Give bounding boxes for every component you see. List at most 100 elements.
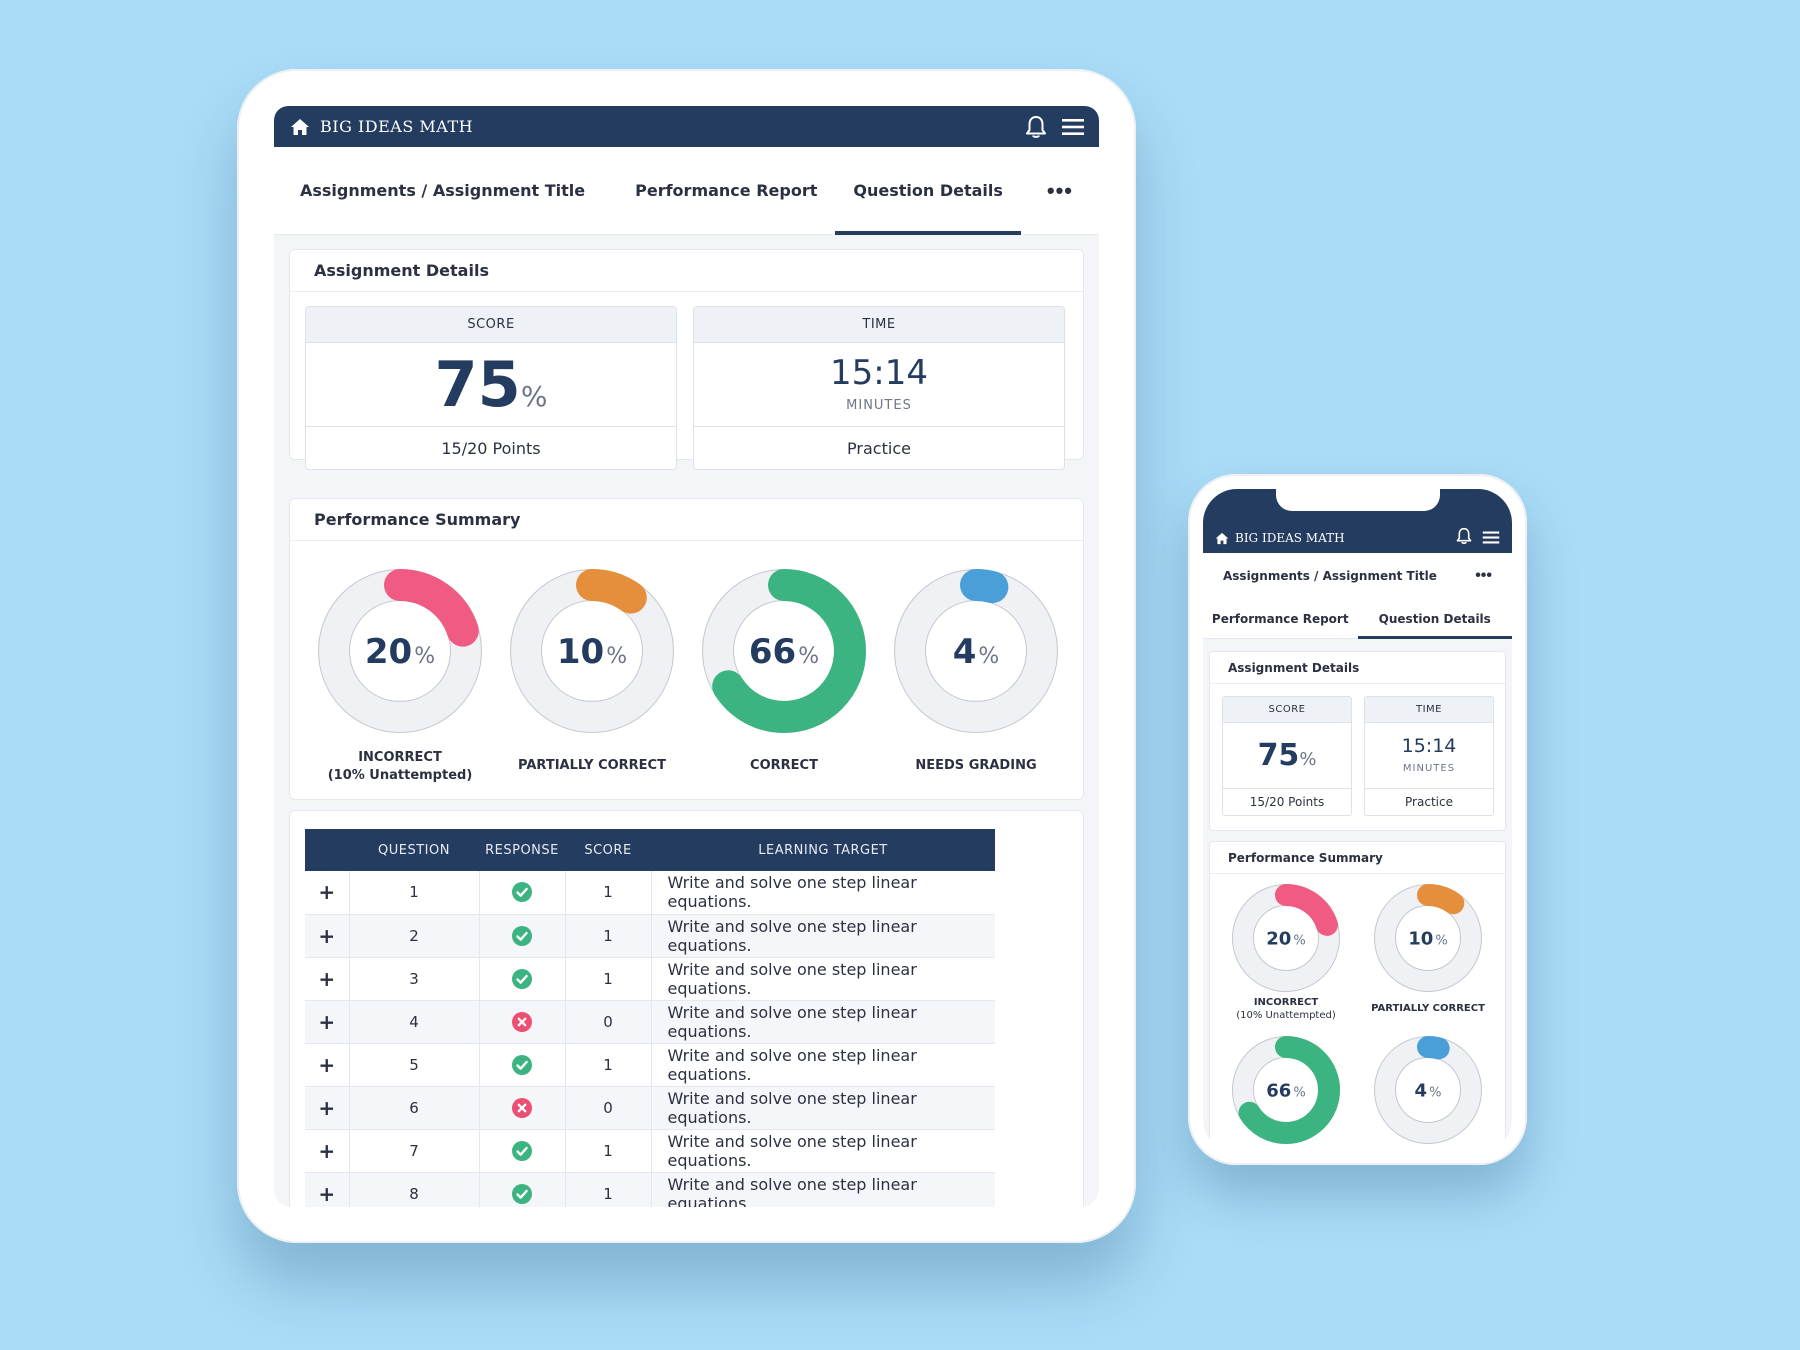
question-table: QUESTION RESPONSE SCORE LEARNING TARGET … [305,829,995,1207]
phone-score-card: SCORE 75 % 15/20 Points [1222,696,1352,816]
phone-donut-value-3: 4% [1415,1080,1442,1101]
phone-summary-label-0: INCORRECT [1253,997,1319,1008]
expand-row-button[interactable]: + [305,957,350,1001]
tab-performance-report[interactable]: Performance Report [635,181,818,200]
menu-button[interactable] [1061,117,1085,137]
summary-label-1: PARTIALLY CORRECT [518,758,666,773]
phone-assignment-details-panel: Assignment Details SCORE 75 % 15/20 Poin… [1209,651,1506,831]
phone-score-value: 75 [1257,738,1300,773]
expand-row-button[interactable]: + [305,1086,350,1130]
phone-summary-item-0: 20% INCORRECT (10% Unattempted) [1221,884,1351,1022]
response-status [479,1086,566,1130]
time-card: TIME 15:14 MINUTES Practice [693,306,1065,470]
nav-bar: Assignments / Assignment Title Performan… [274,147,1099,235]
bell-icon [1456,527,1472,544]
notifications-button[interactable] [1025,115,1047,139]
question-number: 7 [349,1129,480,1173]
question-number: 6 [349,1086,480,1130]
learning-target: Write and solve one step linear equation… [651,957,995,1001]
expand-row-button[interactable]: + [305,871,350,915]
learning-target: Write and solve one step linear equation… [651,1129,995,1173]
expand-column-header [305,829,349,871]
summary-item-0: 20% INCORRECT (10% Unattempted) [310,569,490,785]
menu-icon [1482,531,1500,544]
home-icon [1215,532,1229,544]
phone-performance-summary-title: Performance Summary [1210,842,1505,874]
top-bar: BIG IDEAS MATH [274,106,1099,147]
table-row[interactable]: +1 1 Write and solve one step linear equat… [305,871,995,915]
summary-label-3: NEEDS GRADING [915,758,1037,773]
expand-row-button[interactable]: + [305,1043,350,1087]
table-row[interactable]: +3 1 Write and solve one step linear equat… [305,957,995,1001]
phone-tab-question-details[interactable]: Question Details [1357,599,1513,639]
donut-1: 10% [510,569,674,733]
response-column-header: RESPONSE [479,829,565,871]
response-status [479,871,566,915]
phone-time-header: TIME [1365,697,1493,723]
response-status [479,957,566,1001]
summary-item-2: 66% CORRECT [694,569,874,775]
question-score: 1 [565,871,652,915]
phone-notifications-button[interactable] [1456,527,1472,545]
donut-arc-3 [894,569,1058,733]
learning-target-column-header: LEARNING TARGET [651,829,995,871]
tab-question-details[interactable]: Question Details [835,147,1021,235]
phone-tab-bar: Performance Report Question Details [1203,599,1512,639]
response-status [479,1172,566,1207]
phone-summary-item-3: 4% [1363,1036,1493,1144]
more-options-button[interactable]: ••• [1046,177,1073,203]
response-status [479,914,566,958]
assignment-details-panel: Assignment Details SCORE 75 % 15/20 Poin… [289,249,1084,470]
table-row[interactable]: +7 1 Write and solve one step linear equat… [305,1129,995,1173]
tab-bar: Performance Report Question Details [617,147,1021,235]
menu-icon [1062,118,1084,135]
phone-donut-arc-1 [1374,884,1482,992]
performance-summary-title: Performance Summary [290,499,1083,541]
table-row[interactable]: +8 1 Write and solve one step linear equat… [305,1172,995,1207]
phone-score-unit: % [1299,749,1317,770]
summary-sublabel-0: (10% Unattempted) [327,768,473,783]
question-score: 1 [565,1172,652,1207]
phone-donut-value-0: 20% [1266,928,1305,949]
home-link[interactable]: BIG IDEAS MATH [290,117,473,136]
response-status [479,1000,566,1044]
expand-row-button[interactable]: + [305,914,350,958]
question-number: 5 [349,1043,480,1087]
question-score: 1 [565,914,652,958]
phone-time-body: 15:14 MINUTES [1365,723,1493,789]
question-table-panel: QUESTION RESPONSE SCORE LEARNING TARGET … [289,810,1084,1207]
learning-target: Write and solve one step linear equation… [651,1086,995,1130]
donut-value-0: 20% [365,632,435,672]
time-header: TIME [694,307,1064,343]
question-score: 0 [565,1086,652,1130]
breadcrumb[interactable]: Assignments / Assignment Title [300,181,586,200]
table-row[interactable]: +5 1 Write and solve one step linear equat… [305,1043,995,1087]
score-column-header: SCORE [565,829,651,871]
time-value: 15:14 [830,353,928,393]
summary-item-1: 10% PARTIALLY CORRECT [502,569,682,775]
expand-row-button[interactable]: + [305,1000,350,1044]
expand-row-button[interactable]: + [305,1172,350,1207]
summary-label-0: INCORRECT [358,750,442,765]
app-logo: BIG IDEAS MATH [320,117,474,136]
question-column-header: QUESTION [349,829,479,871]
phone-assignment-details-title: Assignment Details [1210,652,1505,684]
phone-breadcrumb[interactable]: Assignments / Assignment Title [1223,569,1437,583]
phone-menu-button[interactable] [1482,530,1500,545]
phone-donut-edge-3-1 [1395,1057,1461,1123]
x-circle-icon [512,1011,532,1032]
phone-score-body: 75 % [1223,723,1351,789]
phone-notch [1276,489,1440,511]
assignment-details-title: Assignment Details [290,250,1083,292]
table-row[interactable]: +2 1 Write and solve one step linear equat… [305,914,995,958]
expand-row-button[interactable]: + [305,1129,350,1173]
phone-more-options-button[interactable]: ••• [1475,567,1492,584]
phone-home-link[interactable]: BIG IDEAS MATH [1215,531,1345,545]
question-number: 2 [349,914,480,958]
phone-summary-item-2: 66% [1221,1036,1351,1144]
table-row[interactable]: +4 0 Write and solve one step linear equat… [305,1000,995,1044]
question-number: 8 [349,1172,480,1207]
phone-tab-performance-report[interactable]: Performance Report [1211,611,1349,626]
donut-arc-0 [318,569,482,733]
table-row[interactable]: +6 0 Write and solve one step linear equat… [305,1086,995,1130]
